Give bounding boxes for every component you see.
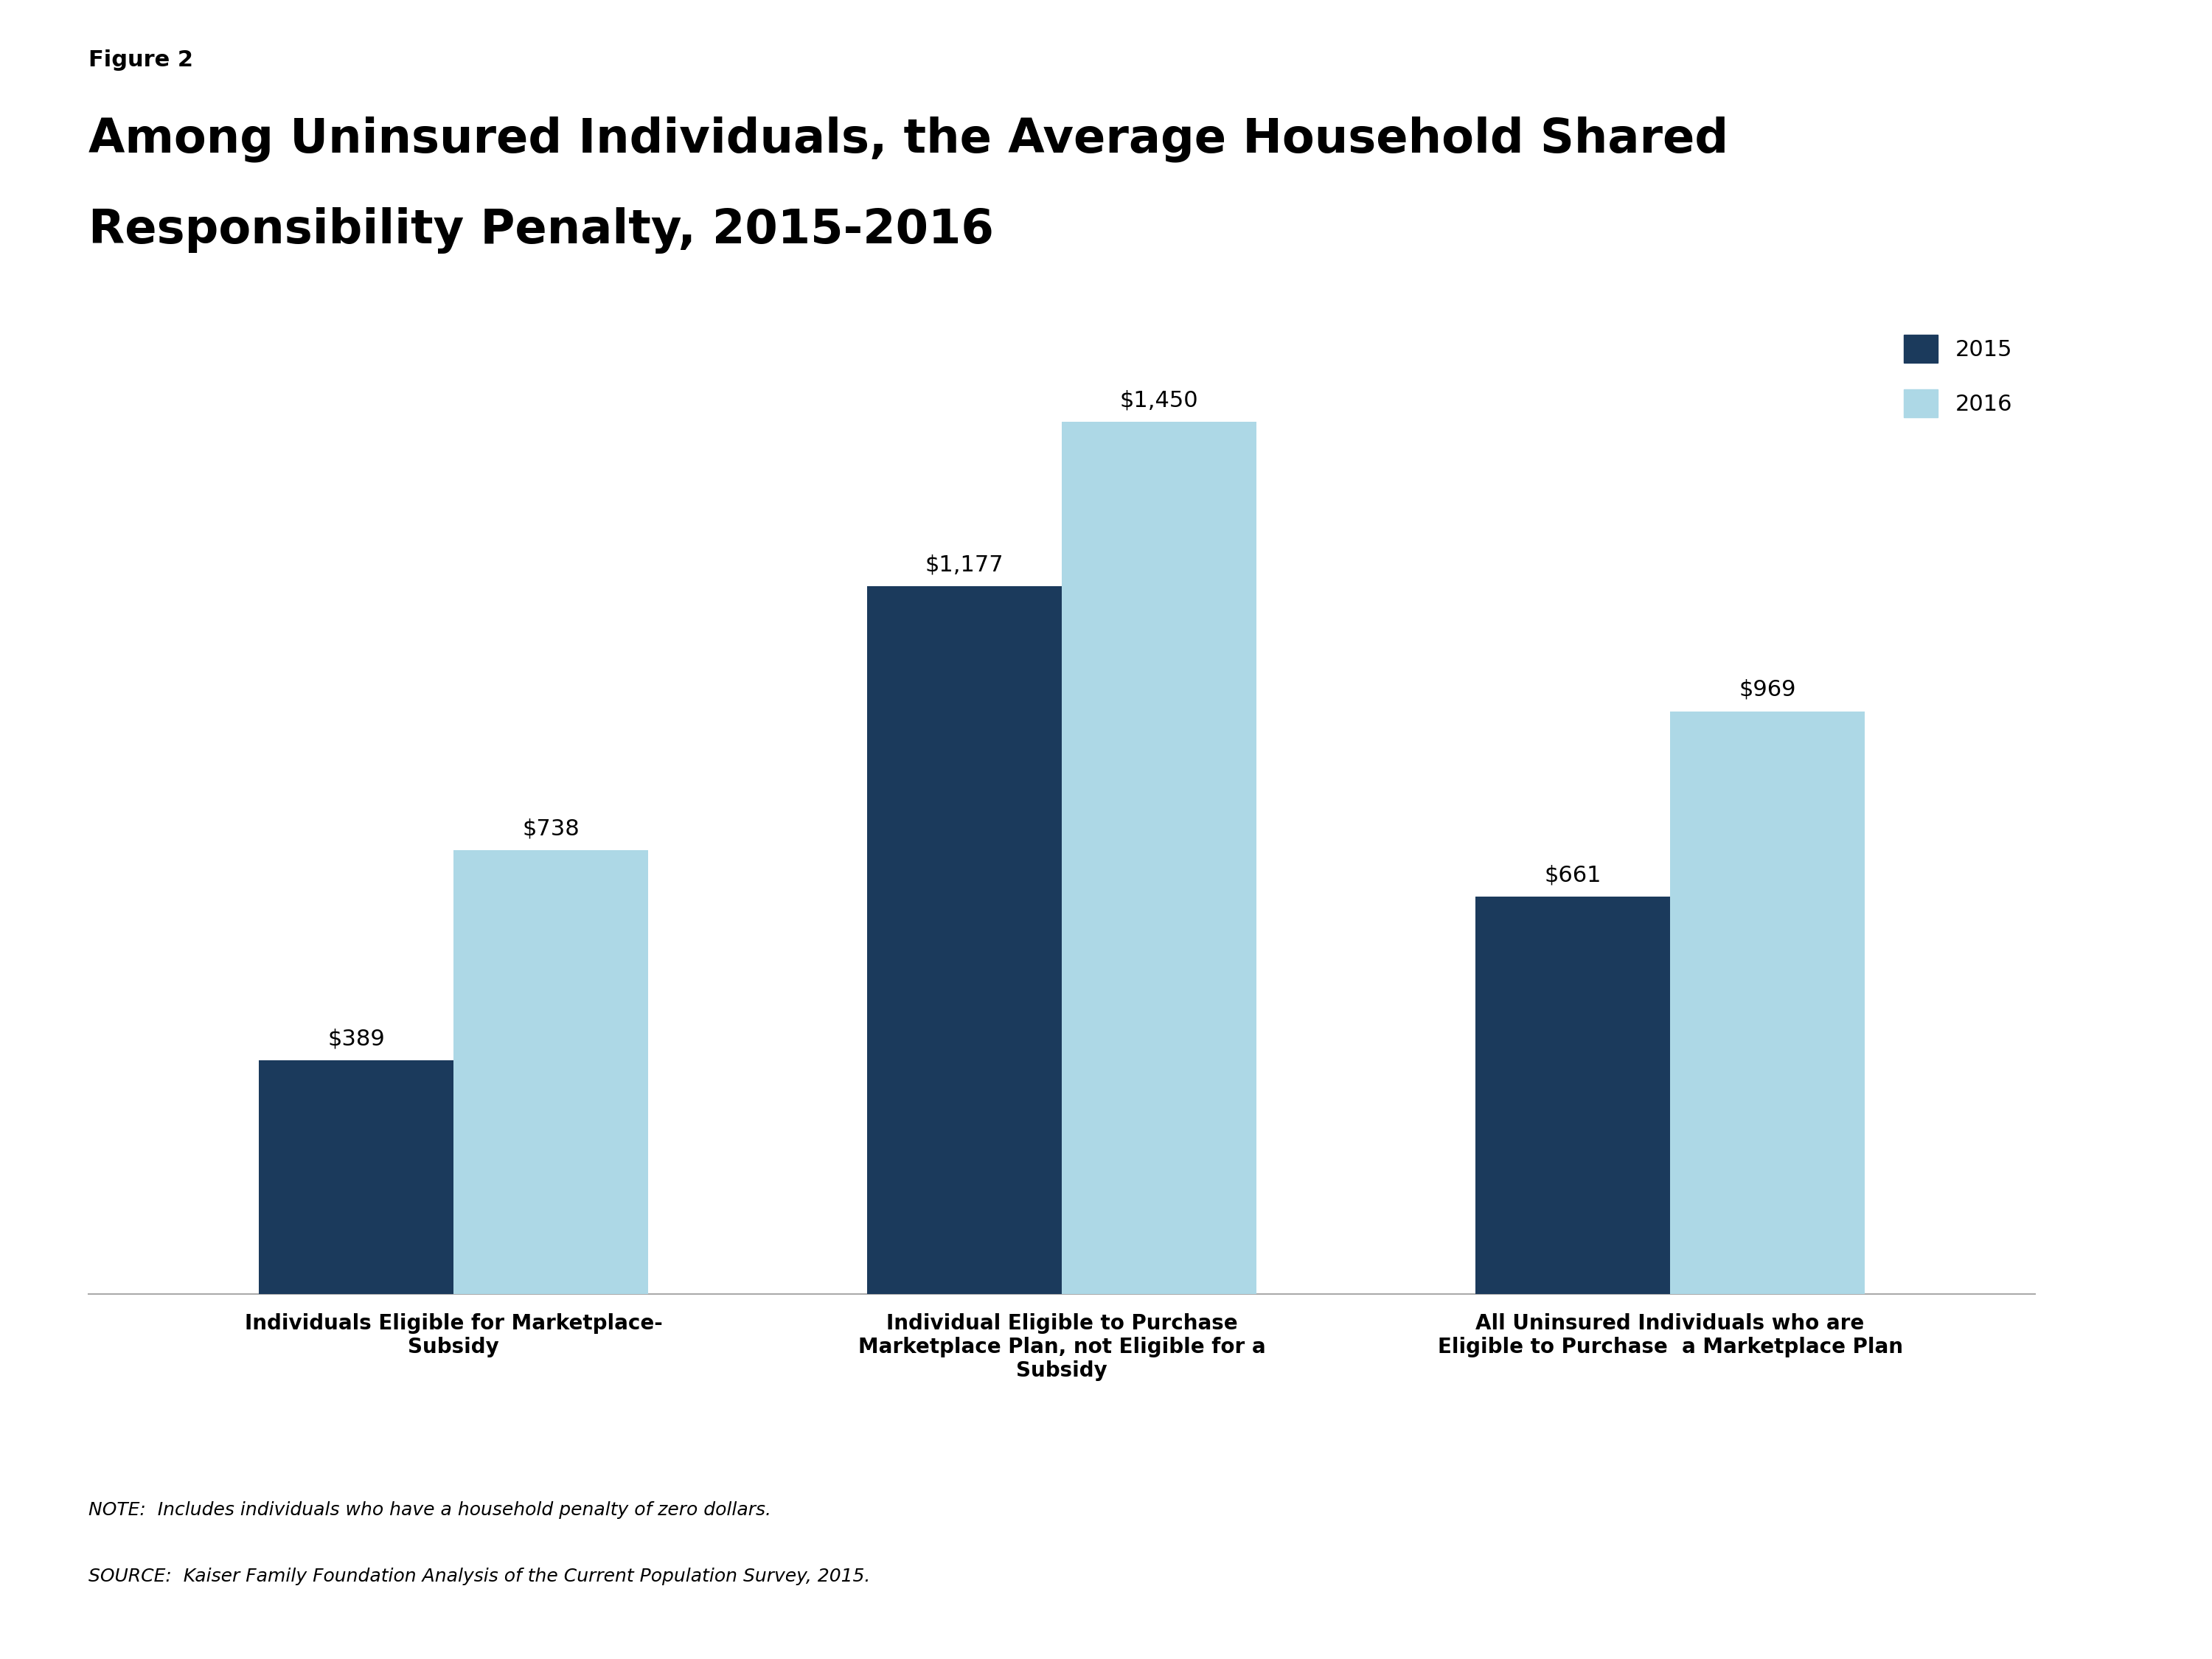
- Text: Figure 2: Figure 2: [88, 50, 192, 71]
- Text: $389: $389: [327, 1029, 385, 1048]
- Bar: [453, 849, 648, 1294]
- Text: KAISER: KAISER: [1955, 1491, 2048, 1513]
- Text: $969: $969: [1739, 679, 1796, 700]
- Legend: 2015, 2016: 2015, 2016: [1891, 324, 2024, 428]
- Text: FOUNDATION: FOUNDATION: [1969, 1606, 2035, 1616]
- Text: Among Uninsured Individuals, the Average Household Shared: Among Uninsured Individuals, the Average…: [88, 116, 1728, 163]
- Text: THE HENRY J.: THE HENRY J.: [1969, 1453, 2035, 1463]
- Text: FAMILY: FAMILY: [1958, 1543, 2046, 1564]
- Text: Responsibility Penalty, 2015-2016: Responsibility Penalty, 2015-2016: [88, 207, 993, 254]
- Text: $661: $661: [1544, 864, 1601, 886]
- Text: $1,450: $1,450: [1119, 390, 1199, 411]
- Bar: [259, 1060, 453, 1294]
- Text: NOTE:  Includes individuals who have a household penalty of zero dollars.: NOTE: Includes individuals who have a ho…: [88, 1501, 772, 1520]
- Bar: [1670, 712, 1865, 1294]
- Text: $1,177: $1,177: [925, 554, 1004, 576]
- Text: SOURCE:  Kaiser Family Foundation Analysis of the Current Population Survey, 201: SOURCE: Kaiser Family Foundation Analysi…: [88, 1568, 869, 1586]
- Bar: [1475, 896, 1670, 1294]
- Text: $738: $738: [522, 818, 580, 839]
- Bar: [867, 586, 1062, 1294]
- Bar: [1062, 421, 1256, 1294]
